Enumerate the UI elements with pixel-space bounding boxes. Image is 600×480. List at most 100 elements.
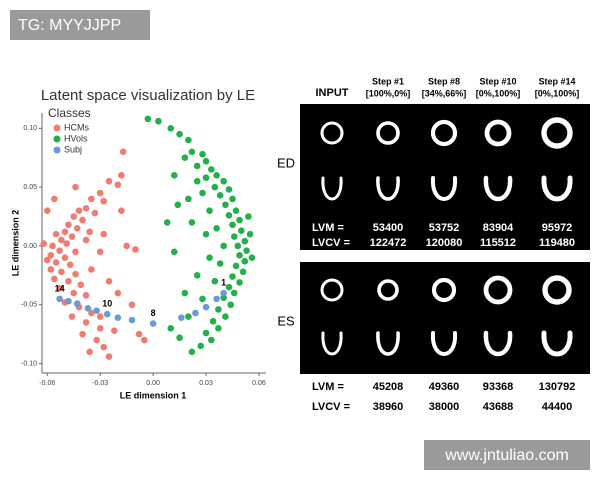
mri-ventricle [430, 176, 458, 201]
point [132, 246, 139, 253]
metric-value: 38000 [429, 401, 460, 413]
point [123, 242, 130, 250]
point [70, 289, 78, 297]
point [43, 207, 51, 214]
point [230, 289, 238, 297]
point-label: 1 [221, 277, 226, 287]
point [68, 233, 76, 240]
point [188, 219, 196, 226]
y-tick-label: 0.10 [23, 125, 37, 132]
metric-value: 115512 [480, 237, 516, 249]
mri-ventricle [483, 175, 513, 202]
point [72, 270, 79, 278]
point [135, 330, 143, 338]
step-mix: [0%,100%] [535, 88, 580, 98]
metric-value: 49360 [429, 381, 460, 393]
point [220, 289, 227, 297]
point [167, 324, 175, 332]
point [178, 314, 185, 322]
point [230, 233, 238, 240]
point [73, 224, 81, 232]
point [79, 216, 86, 224]
y-tick-label: -0.10 [21, 360, 37, 367]
point [118, 172, 125, 179]
point [100, 230, 108, 238]
point [193, 162, 201, 170]
step-name: Step #10 [479, 76, 516, 86]
mri-ring [320, 278, 344, 302]
point [193, 177, 201, 185]
x-axis-label: LE dimension 1 [120, 390, 187, 400]
mri-ring [431, 277, 457, 303]
point [65, 297, 72, 305]
point [140, 336, 148, 344]
point [213, 295, 220, 303]
chart-title: Latent space visualization by LE [41, 87, 255, 104]
legend-label: HVols [64, 133, 88, 143]
watermark: TG: MYYJJPP [18, 17, 121, 34]
point [100, 343, 108, 351]
point [52, 230, 60, 238]
point [174, 201, 182, 209]
point [208, 166, 215, 173]
metric-value: 45208 [373, 381, 404, 393]
point [73, 300, 81, 307]
legend-marker [53, 146, 61, 154]
point [58, 236, 65, 244]
point [199, 295, 206, 303]
watermark-box [10, 10, 150, 40]
point [49, 242, 56, 250]
point [119, 148, 127, 156]
point [229, 273, 236, 280]
point [68, 313, 76, 320]
point [82, 292, 90, 299]
point [114, 314, 122, 322]
point [96, 324, 104, 332]
point [88, 266, 95, 273]
metric-value: 44400 [542, 401, 573, 413]
watermark: www.jntuliao.com [444, 447, 569, 464]
point [220, 294, 227, 302]
point [114, 289, 122, 297]
x-tick-label: -0.03 [92, 380, 108, 387]
point [56, 284, 63, 292]
point [84, 304, 92, 312]
step-name: Step #1 [372, 76, 404, 86]
legend-marker [53, 124, 61, 132]
point [202, 303, 210, 311]
metric-value: 119480 [539, 237, 575, 249]
point [209, 317, 217, 325]
image-panel [300, 104, 590, 250]
point [96, 189, 104, 197]
point [202, 230, 210, 238]
point [176, 334, 183, 342]
point [61, 228, 69, 236]
point [105, 353, 113, 360]
point [229, 221, 236, 229]
point [118, 207, 125, 214]
point [100, 197, 108, 205]
point-label: 10 [102, 299, 112, 309]
point [225, 186, 233, 193]
step-mix: [0%,100%] [476, 88, 521, 98]
point [82, 236, 90, 244]
point [236, 216, 243, 224]
point [234, 242, 242, 250]
point [96, 313, 104, 320]
point [216, 260, 224, 267]
point [51, 195, 58, 203]
legend-label: HCMs [64, 122, 89, 132]
row-label: ED [277, 155, 295, 170]
mri-ventricle [321, 331, 343, 356]
point [220, 177, 227, 185]
point [88, 309, 95, 317]
point [206, 254, 213, 262]
step-name: Step #8 [428, 76, 460, 86]
point [167, 124, 175, 132]
point [52, 259, 60, 266]
point [202, 174, 210, 182]
point-label: 14 [55, 283, 65, 293]
point [40, 240, 48, 247]
legend-title: Classes [48, 106, 91, 120]
